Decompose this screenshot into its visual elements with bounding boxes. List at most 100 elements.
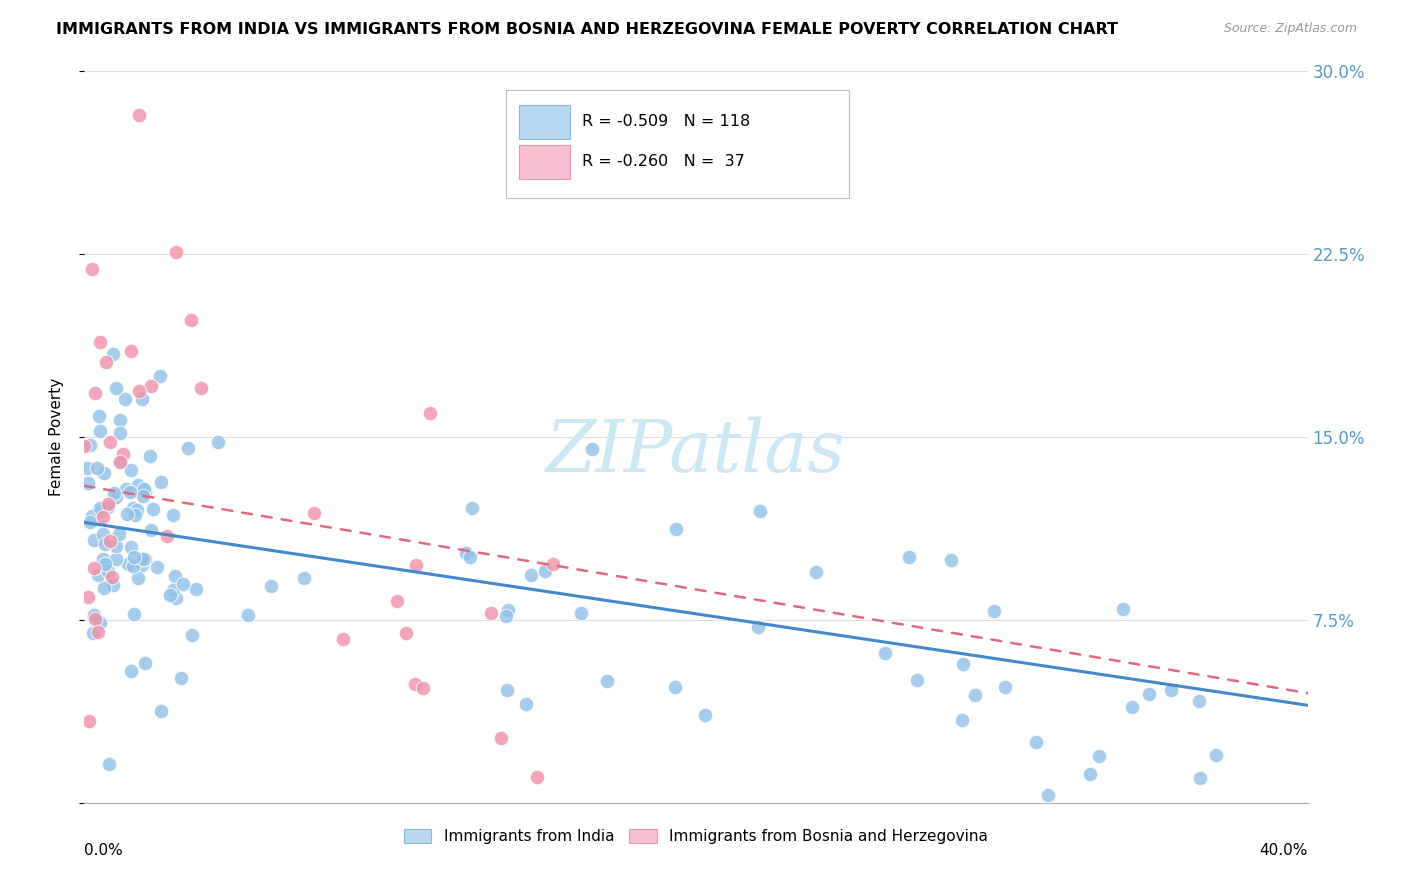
Point [97, 564, 120, 578]
Point [98, 533, 121, 548]
Point [131, 558, 153, 572]
Point [108, 426, 131, 441]
Point [105, 490, 128, 504]
Legend: Immigrants from India, Immigrants from Bosnia and Herzegovina: Immigrants from India, Immigrants from B… [398, 822, 994, 850]
Point [127, 571, 149, 585]
Point [122, 607, 145, 621]
Point [302, 506, 325, 520]
Point [747, 620, 769, 634]
Point [132, 552, 155, 566]
Point [149, 475, 172, 490]
Point [749, 504, 772, 518]
Point [134, 485, 156, 500]
Point [97, 497, 120, 511]
Point [162, 508, 184, 523]
Point [496, 603, 519, 617]
Point [515, 697, 537, 711]
Point [104, 381, 127, 395]
Point [128, 384, 150, 399]
Point [664, 681, 686, 695]
Point [180, 313, 202, 327]
Point [118, 485, 141, 500]
Point [141, 379, 163, 393]
Point [96, 355, 118, 369]
Point [941, 552, 963, 566]
Point [664, 522, 686, 536]
Point [79, 516, 101, 530]
Point [121, 559, 143, 574]
Point [73, 439, 96, 453]
Point [1137, 687, 1160, 701]
Point [1205, 748, 1227, 763]
Point [108, 455, 131, 469]
Point [77, 714, 100, 729]
Point [461, 501, 484, 516]
Point [132, 482, 155, 496]
Point [89, 425, 111, 439]
Point [134, 551, 156, 566]
Point [534, 565, 557, 579]
Point [139, 449, 162, 463]
Point [170, 671, 193, 685]
Point [90, 504, 112, 518]
Point [101, 569, 124, 583]
Point [120, 540, 142, 554]
Point [93, 466, 115, 480]
Point [520, 568, 543, 582]
Text: 40.0%: 40.0% [1260, 843, 1308, 858]
Point [994, 681, 1017, 695]
Point [128, 108, 150, 122]
Point [142, 502, 165, 516]
Point [159, 588, 181, 602]
Y-axis label: Female Poverty: Female Poverty [49, 378, 63, 496]
Point [292, 572, 315, 586]
Point [82, 626, 104, 640]
Point [115, 508, 138, 522]
Point [156, 529, 179, 543]
Point [139, 524, 162, 538]
Point [260, 579, 283, 593]
Point [419, 406, 441, 420]
Point [134, 656, 156, 670]
Point [108, 526, 131, 541]
Point [875, 646, 897, 660]
FancyBboxPatch shape [519, 105, 569, 138]
Point [87, 409, 110, 423]
Point [122, 549, 145, 564]
Point [190, 381, 212, 395]
Point [181, 627, 204, 641]
Point [963, 688, 986, 702]
Point [112, 447, 135, 461]
Text: R = -0.260   N =  37: R = -0.260 N = 37 [582, 153, 745, 169]
Point [124, 508, 146, 523]
Point [83, 612, 105, 626]
Point [76, 461, 98, 475]
Point [495, 609, 517, 624]
Point [1036, 788, 1059, 802]
Point [83, 607, 105, 622]
Point [76, 590, 98, 604]
Point [1112, 602, 1135, 616]
Point [120, 343, 142, 358]
Point [184, 582, 207, 597]
Point [97, 500, 120, 515]
Point [80, 261, 103, 276]
Point [77, 476, 100, 491]
Point [1088, 748, 1111, 763]
Point [87, 624, 110, 639]
Point [1188, 771, 1211, 785]
Point [489, 731, 512, 746]
Point [103, 486, 125, 500]
FancyBboxPatch shape [506, 90, 849, 198]
Point [101, 347, 124, 361]
Point [804, 565, 827, 579]
Point [86, 568, 108, 582]
Point [94, 558, 117, 572]
Point [105, 551, 128, 566]
Point [412, 681, 434, 695]
Point [108, 413, 131, 427]
Point [581, 442, 603, 456]
Point [543, 558, 565, 572]
Point [1188, 694, 1211, 708]
Point [163, 569, 186, 583]
